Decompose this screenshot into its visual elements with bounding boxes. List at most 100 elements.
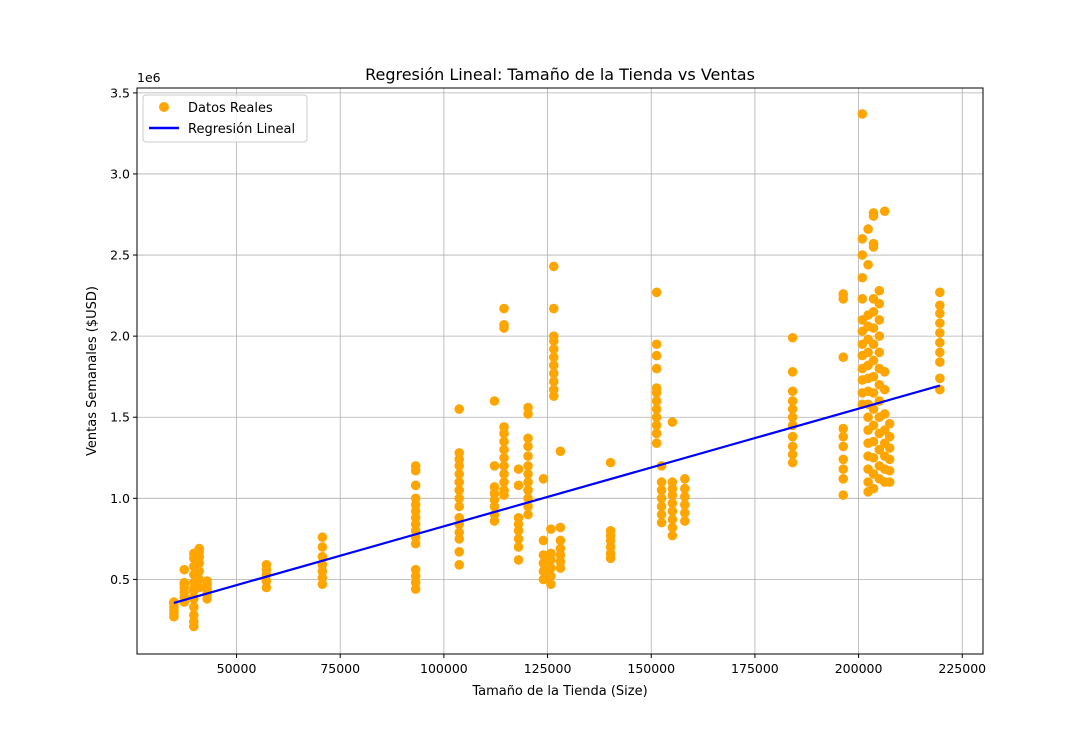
data-point xyxy=(874,298,885,309)
x-tick-label: 125000 xyxy=(524,661,572,676)
data-point xyxy=(838,352,849,363)
data-point xyxy=(857,294,868,304)
data-point xyxy=(523,509,533,520)
plot-frame xyxy=(136,87,984,655)
legend-box xyxy=(142,94,308,143)
data-point xyxy=(499,469,509,479)
data-point xyxy=(555,522,566,533)
data-point xyxy=(863,224,873,234)
legend-label-line: Regresión Lineal xyxy=(188,122,295,137)
data-point xyxy=(857,234,868,244)
data-point xyxy=(667,530,678,541)
data-point xyxy=(868,404,879,414)
data-point xyxy=(868,452,879,463)
data-point xyxy=(935,347,945,358)
data-point xyxy=(863,412,873,423)
data-point xyxy=(884,431,895,442)
data-point xyxy=(548,331,559,341)
data-point xyxy=(868,355,879,366)
data-point xyxy=(499,485,509,496)
data-point xyxy=(874,315,885,325)
data-point xyxy=(651,363,662,374)
data-point xyxy=(838,454,849,465)
data-point xyxy=(935,300,945,311)
data-point xyxy=(546,571,556,581)
data-point xyxy=(838,441,849,452)
data-point xyxy=(656,485,667,496)
data-point xyxy=(935,328,945,338)
data-point xyxy=(454,404,465,414)
data-point xyxy=(546,548,556,559)
data-point xyxy=(538,558,549,568)
data-point xyxy=(651,383,662,393)
data-point xyxy=(194,566,205,577)
data-point xyxy=(454,501,465,512)
data-point xyxy=(863,259,873,270)
data-point xyxy=(523,485,533,496)
data-point xyxy=(513,464,524,474)
data-point xyxy=(863,477,873,487)
data-point xyxy=(667,417,678,427)
data-point xyxy=(538,550,549,560)
data-point xyxy=(454,448,465,458)
data-point xyxy=(863,347,873,358)
x-axis-label: Tamaño de la Tienda (Size) xyxy=(471,684,647,699)
data-point xyxy=(454,493,465,504)
data-point xyxy=(884,454,895,465)
data-point xyxy=(410,493,421,504)
data-point xyxy=(680,491,690,502)
data-point xyxy=(538,474,549,484)
data-point xyxy=(548,261,559,272)
data-point xyxy=(489,482,500,492)
data-point xyxy=(656,477,667,487)
data-point xyxy=(787,332,798,343)
data-point xyxy=(317,542,328,552)
data-point xyxy=(189,610,199,620)
y-offset-label: 1e6 xyxy=(137,70,161,85)
data-point xyxy=(605,525,616,536)
data-point xyxy=(261,560,272,570)
data-point xyxy=(454,547,465,557)
data-point xyxy=(489,461,500,471)
data-point xyxy=(523,441,533,452)
data-point xyxy=(868,483,879,494)
data-point xyxy=(680,508,690,518)
data-point xyxy=(868,436,879,447)
data-point xyxy=(548,303,559,314)
data-point xyxy=(868,420,879,431)
scatter-points xyxy=(169,109,945,632)
y-axis-label: Ventas Semanales ($USD) xyxy=(85,286,100,456)
data-point xyxy=(651,339,662,350)
data-point xyxy=(523,451,533,461)
data-point xyxy=(868,339,879,350)
data-point xyxy=(838,490,849,500)
data-point xyxy=(179,564,190,575)
data-point xyxy=(667,498,678,508)
data-point xyxy=(513,542,524,552)
y-tick-label: 1.0 xyxy=(110,491,130,506)
data-point xyxy=(680,483,690,494)
x-tick-label: 100000 xyxy=(420,661,468,676)
data-point xyxy=(656,493,667,504)
data-point xyxy=(523,477,533,487)
data-point xyxy=(656,517,667,528)
data-point xyxy=(317,532,328,543)
data-point xyxy=(787,457,798,468)
data-point xyxy=(194,543,205,554)
data-point xyxy=(523,469,533,479)
y-tick-label: 0.5 xyxy=(110,572,130,587)
regression-line-layer xyxy=(173,384,941,604)
data-point xyxy=(651,287,662,298)
data-point xyxy=(499,303,509,314)
data-point xyxy=(538,566,549,577)
data-point xyxy=(513,534,524,544)
data-point xyxy=(555,543,566,554)
data-point xyxy=(884,418,895,429)
x-tick-label: 175000 xyxy=(731,661,779,676)
y-tick-label: 3.5 xyxy=(110,85,130,100)
data-point xyxy=(857,250,868,260)
data-point xyxy=(935,318,945,328)
data-point xyxy=(656,501,667,512)
data-point xyxy=(667,506,678,517)
